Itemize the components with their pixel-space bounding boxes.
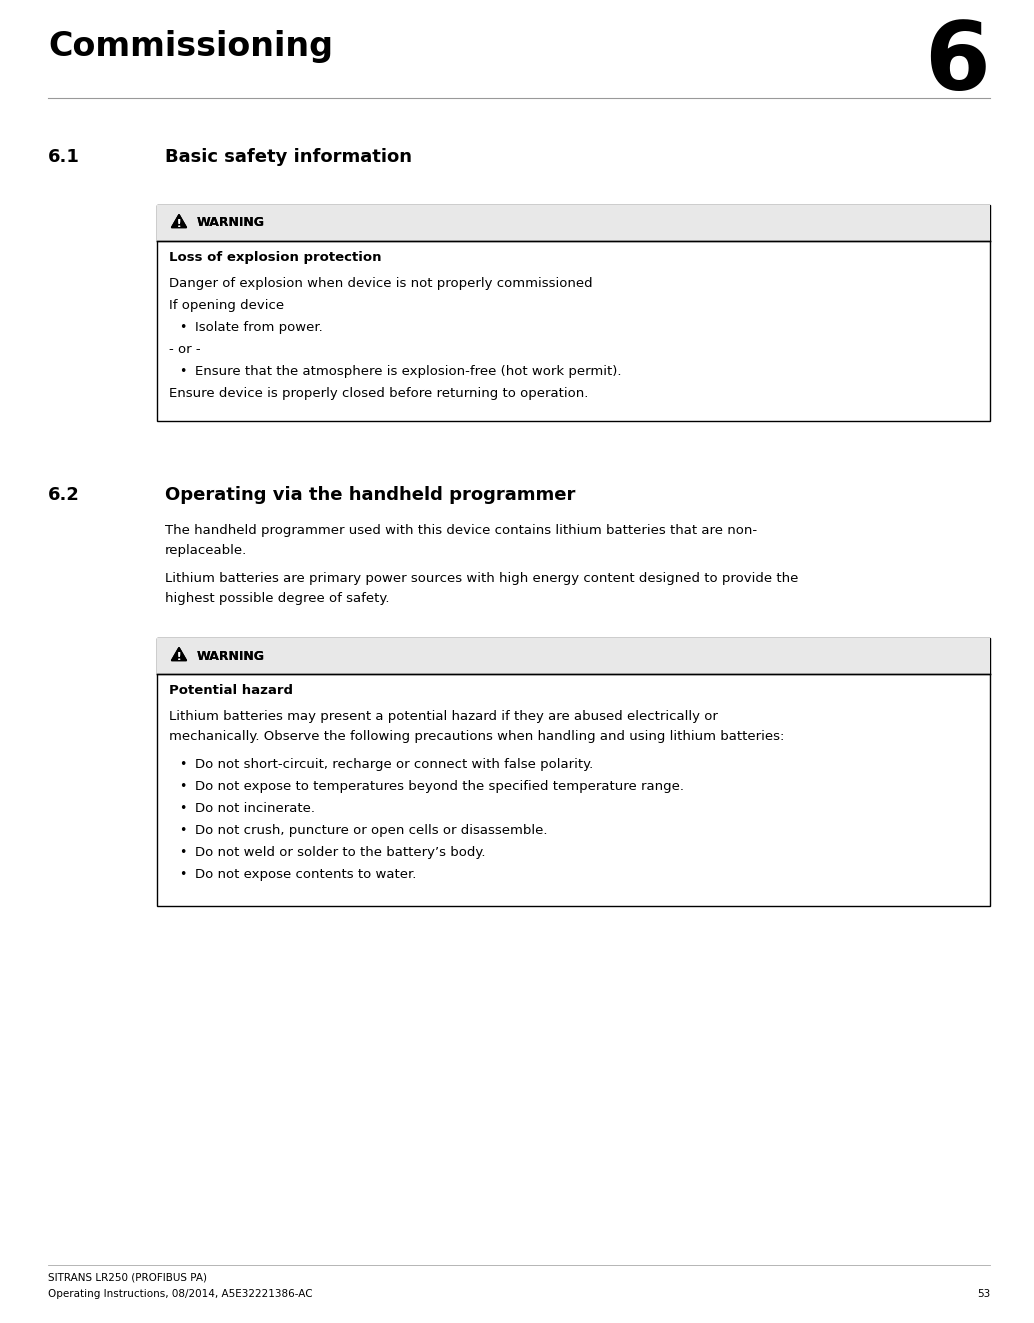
Text: •: • xyxy=(179,845,186,859)
Text: •: • xyxy=(179,781,186,792)
Text: •: • xyxy=(179,824,186,837)
Text: •: • xyxy=(179,868,186,881)
Text: 6.1: 6.1 xyxy=(48,148,80,165)
Text: The handheld programmer used with this device contains lithium batteries that ar: The handheld programmer used with this d… xyxy=(165,524,757,537)
Bar xyxy=(157,638,990,673)
Text: Ensure device is properly closed before returning to operation.: Ensure device is properly closed before … xyxy=(169,388,588,400)
Text: Isolate from power.: Isolate from power. xyxy=(195,321,323,333)
Text: 6.2: 6.2 xyxy=(48,486,80,504)
Text: Do not weld or solder to the battery’s body.: Do not weld or solder to the battery’s b… xyxy=(195,845,486,859)
Text: Danger of explosion when device is not properly commissioned: Danger of explosion when device is not p… xyxy=(169,277,592,290)
Text: •: • xyxy=(179,321,186,333)
Text: Do not crush, puncture or open cells or disassemble.: Do not crush, puncture or open cells or … xyxy=(195,824,547,837)
Text: !: ! xyxy=(177,652,181,662)
Text: •: • xyxy=(179,365,186,378)
Bar xyxy=(157,205,990,421)
Text: replaceable.: replaceable. xyxy=(165,544,247,557)
Text: !: ! xyxy=(177,220,181,229)
Text: WARNING: WARNING xyxy=(197,650,265,663)
Text: Do not short-circuit, recharge or connect with false polarity.: Do not short-circuit, recharge or connec… xyxy=(195,758,594,771)
Text: •: • xyxy=(179,758,186,771)
Bar xyxy=(157,638,990,673)
Text: Commissioning: Commissioning xyxy=(48,30,333,64)
Polygon shape xyxy=(172,647,186,660)
Text: Operating via the handheld programmer: Operating via the handheld programmer xyxy=(165,486,575,504)
Text: Basic safety information: Basic safety information xyxy=(165,148,412,165)
Polygon shape xyxy=(172,214,186,228)
Bar xyxy=(157,205,990,241)
Bar xyxy=(157,205,990,241)
Text: SITRANS LR250 (PROFIBUS PA): SITRANS LR250 (PROFIBUS PA) xyxy=(48,1273,207,1283)
Text: Lithium batteries are primary power sources with high energy content designed to: Lithium batteries are primary power sour… xyxy=(165,572,798,585)
Text: Potential hazard: Potential hazard xyxy=(169,684,293,697)
Text: !: ! xyxy=(177,652,181,662)
Text: WARNING: WARNING xyxy=(197,217,265,229)
Text: •: • xyxy=(179,802,186,815)
Text: highest possible degree of safety.: highest possible degree of safety. xyxy=(165,591,390,605)
Text: Loss of explosion protection: Loss of explosion protection xyxy=(169,251,382,265)
Text: If opening device: If opening device xyxy=(169,299,284,312)
Text: 53: 53 xyxy=(977,1289,990,1299)
Polygon shape xyxy=(172,647,186,660)
Text: Do not expose to temperatures beyond the specified temperature range.: Do not expose to temperatures beyond the… xyxy=(195,781,685,792)
Text: !: ! xyxy=(177,220,181,229)
Text: mechanically. Observe the following precautions when handling and using lithium : mechanically. Observe the following prec… xyxy=(169,730,785,744)
Text: Operating Instructions, 08/2014, A5E32221386-AC: Operating Instructions, 08/2014, A5E3222… xyxy=(48,1289,312,1299)
Text: Lithium batteries may present a potential hazard if they are abused electrically: Lithium batteries may present a potentia… xyxy=(169,710,718,722)
Text: 6: 6 xyxy=(924,19,990,110)
Text: Ensure that the atmosphere is explosion-free (hot work permit).: Ensure that the atmosphere is explosion-… xyxy=(195,365,621,378)
Bar xyxy=(157,638,990,906)
Text: Do not incinerate.: Do not incinerate. xyxy=(195,802,315,815)
Text: WARNING: WARNING xyxy=(197,650,265,663)
Polygon shape xyxy=(172,214,186,228)
Text: Do not expose contents to water.: Do not expose contents to water. xyxy=(195,868,417,881)
Text: - or -: - or - xyxy=(169,343,201,356)
Text: WARNING: WARNING xyxy=(197,217,265,229)
